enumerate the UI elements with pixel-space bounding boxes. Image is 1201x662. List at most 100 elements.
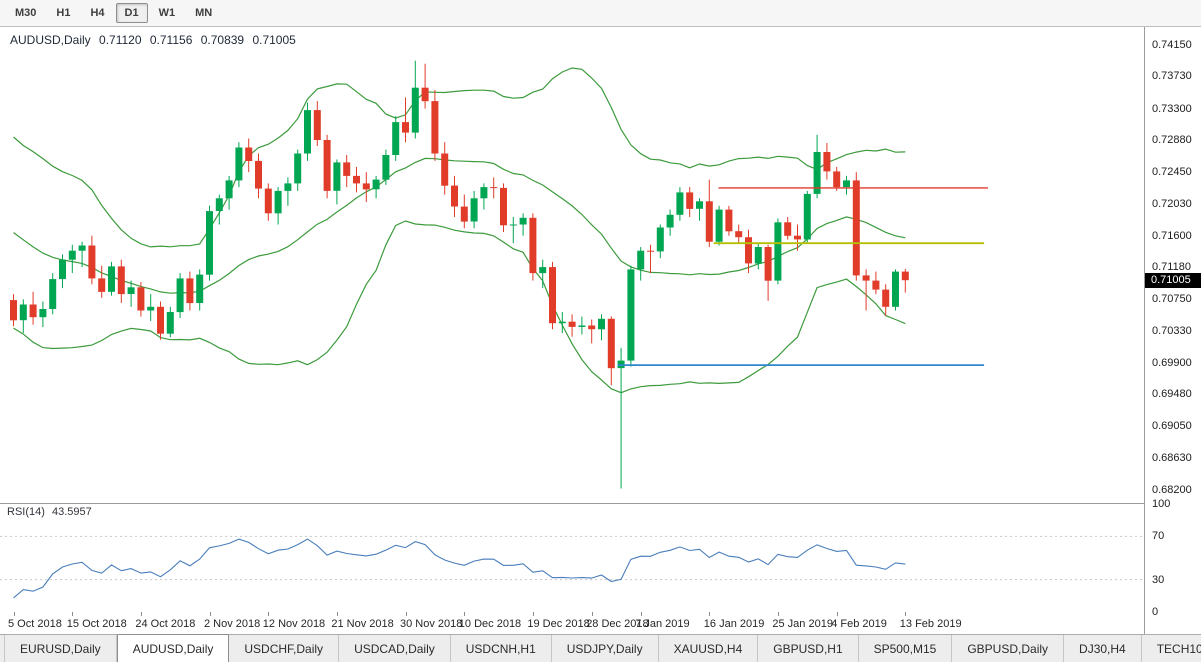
candle <box>833 171 841 188</box>
rsi-indicator-label: RSI(14) 43.5957 <box>7 506 96 518</box>
ohlc-high: 0.71156 <box>149 33 193 47</box>
time-axis-tick <box>405 612 407 616</box>
time-axis-tick <box>640 612 642 616</box>
horizontal-lines[interactable] <box>617 187 988 367</box>
time-axis-tick <box>72 612 74 616</box>
candle <box>598 318 605 330</box>
timeframe-button-h1[interactable]: H1 <box>56 7 71 19</box>
chart-tab-usdcad-daily[interactable]: USDCAD,Daily <box>339 635 451 662</box>
chart-tab-gbpusd-daily[interactable]: GBPUSD,Daily <box>952 635 1065 662</box>
chart-tab-gbpusd-h1[interactable]: GBPUSD,H1 <box>758 635 859 662</box>
candle <box>666 214 674 228</box>
rsi-axis-tick: 70 <box>1152 530 1165 543</box>
candle <box>686 192 694 209</box>
candle <box>529 217 537 274</box>
chart-tab-usdjpy-daily[interactable]: USDJPY,Daily <box>552 635 659 662</box>
candle <box>206 211 213 275</box>
rsi-value: 43.5957 <box>51 506 92 518</box>
chart-canvas[interactable] <box>0 27 1144 612</box>
chart-tab-eurusd-daily[interactable]: EURUSD,Daily <box>4 635 117 662</box>
date-label: 4 Feb 2019 <box>831 618 887 630</box>
candle <box>147 306 155 311</box>
candle <box>862 275 870 281</box>
ohlc-open: 0.71120 <box>99 33 142 47</box>
price-axis-tick: 0.68630 <box>1152 451 1192 464</box>
price-axis-tick: 0.74150 <box>1152 39 1192 52</box>
candle <box>637 250 645 270</box>
price-axis[interactable]: 0.74150 0.73730 0.73300 0.72880 0.72450 0.720… <box>1145 27 1201 634</box>
candle <box>813 152 821 194</box>
candle <box>78 245 86 251</box>
candle <box>402 122 409 133</box>
candle <box>568 321 576 327</box>
candle <box>176 278 184 313</box>
chart-tab-xauusd-h4[interactable]: XAUUSD,H4 <box>659 635 759 662</box>
chart-tab-usdcnh-h1[interactable]: USDCNH,H1 <box>451 635 552 662</box>
candle <box>539 267 547 274</box>
timeframe-button-w1[interactable]: W1 <box>158 7 176 19</box>
candle <box>264 188 272 214</box>
chart-tab-sp500-m15[interactable]: SP500,M15 <box>859 635 953 662</box>
chart-tab-dj30-h4[interactable]: DJ30,H4 <box>1064 635 1142 662</box>
price-axis-tick: 0.72880 <box>1152 134 1192 146</box>
candle <box>676 192 684 215</box>
timeframe-button-m30[interactable]: M30 <box>15 7 37 19</box>
candle <box>108 266 115 292</box>
candle <box>607 318 615 369</box>
candle <box>255 160 262 189</box>
candle <box>892 271 899 307</box>
candle <box>696 201 703 209</box>
time-axis[interactable]: 5 Oct 2018 15 Oct 2018 24 Oct 2018 2 Nov 20… <box>0 612 1144 634</box>
candle <box>274 190 282 214</box>
candle <box>627 269 635 361</box>
date-label: 15 Oct 2018 <box>66 618 127 630</box>
chart-tab-usdchf-daily[interactable]: USDCHF,Daily <box>229 635 340 662</box>
time-axis-tick <box>709 612 711 616</box>
time-axis-tick <box>268 612 270 616</box>
timeframe-button-d1[interactable]: D1 <box>115 3 148 23</box>
candle <box>127 287 135 294</box>
symbol-label: AUDUSD,Daily <box>10 33 91 47</box>
current-price-tag: 0.71005 <box>1145 273 1201 289</box>
candlestick-series <box>10 60 909 489</box>
candle <box>725 209 733 232</box>
time-axis-tick <box>140 612 142 616</box>
candle <box>166 312 174 334</box>
candle <box>215 198 223 211</box>
timeframe-button-h4[interactable]: H4 <box>90 7 105 19</box>
chart-ohlc-header: AUDUSD,Daily 0.71120 0.71156 0.70839 0.7… <box>10 33 301 47</box>
chart-tab-tech100-h1[interactable]: TECH100,H1 <box>1142 635 1201 662</box>
candle <box>460 206 468 222</box>
time-axis-tick <box>591 612 593 616</box>
candle <box>313 110 321 140</box>
candle <box>29 304 37 318</box>
candle <box>186 278 194 304</box>
rsi-axis-tick: 0 <box>1152 606 1159 618</box>
chart-tab-audusd-daily[interactable]: AUDUSD,Daily <box>116 634 230 662</box>
candle <box>304 110 311 154</box>
candle <box>784 222 792 236</box>
rsi-axis-tick: 30 <box>1152 573 1165 586</box>
time-axis-tick <box>905 612 907 616</box>
time-axis-tick <box>336 612 338 616</box>
pane-separator[interactable] <box>0 503 1201 504</box>
candle <box>843 180 850 188</box>
ohlc-low: 0.70839 <box>200 33 245 47</box>
timeframe-button-mn[interactable]: MN <box>195 7 213 19</box>
candle <box>431 101 439 154</box>
price-axis-tick: 0.73730 <box>1152 70 1192 83</box>
chart-tabs-bar: EURUSD,Daily AUDUSD,Daily USDCHF,Daily USDC… <box>0 634 1201 662</box>
candle <box>382 155 390 180</box>
date-label: 25 Jan 2019 <box>772 618 833 630</box>
price-axis-tick: 0.70330 <box>1152 324 1192 337</box>
candle <box>323 140 331 191</box>
candle <box>88 245 96 279</box>
rsi-pane <box>0 535 1144 599</box>
candle <box>392 122 400 155</box>
candle <box>470 198 478 222</box>
candle <box>490 187 498 189</box>
date-label: 10 Dec 2018 <box>458 618 522 630</box>
candle <box>39 309 47 318</box>
candle <box>852 180 860 276</box>
price-axis-tick: 0.69050 <box>1152 420 1192 433</box>
